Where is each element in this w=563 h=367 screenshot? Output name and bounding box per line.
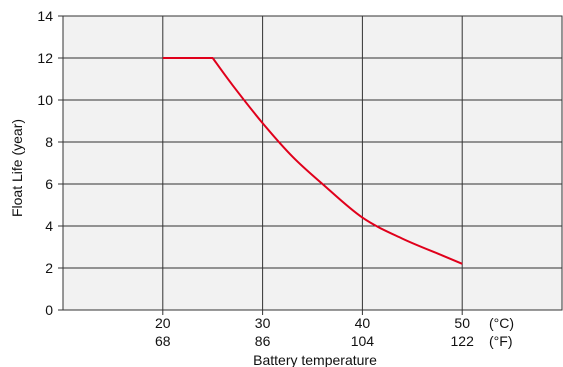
x-axis-ticks: 20 68 30 86 40 104 50 122 [155,310,474,349]
x-tick-label-fahrenheit: 122 [451,333,475,349]
plot-area [62,15,563,311]
x-tick-label-celsius: 30 [255,315,271,331]
y-tick-label: 8 [45,134,53,150]
y-tick-label: 6 [45,176,53,192]
y-axis-title: Float Life (year) [9,119,25,217]
y-tick-label: 10 [37,92,53,108]
unit-fahrenheit: (°F) [489,333,512,349]
y-axis-ticks: 0 2 4 6 8 10 12 14 [37,8,63,318]
x-axis-title: Battery temperature [253,352,377,367]
x-tick-label-celsius: 20 [155,315,171,331]
y-tick-label: 0 [45,302,53,318]
series-line [162,57,463,265]
y-tick-label: 2 [45,260,53,276]
x-tick-label-fahrenheit: 104 [351,333,375,349]
y-tick-label: 4 [45,218,53,234]
x-tick-label-fahrenheit: 68 [155,333,171,349]
x-tick-label-celsius: 50 [454,315,470,331]
unit-celsius: (°C) [489,315,514,331]
y-tick-label: 14 [37,8,53,24]
x-tick-label-fahrenheit: 86 [255,333,271,349]
y-tick-label: 12 [37,50,53,66]
grid-lines [63,16,562,310]
x-tick-label-celsius: 40 [355,315,371,331]
